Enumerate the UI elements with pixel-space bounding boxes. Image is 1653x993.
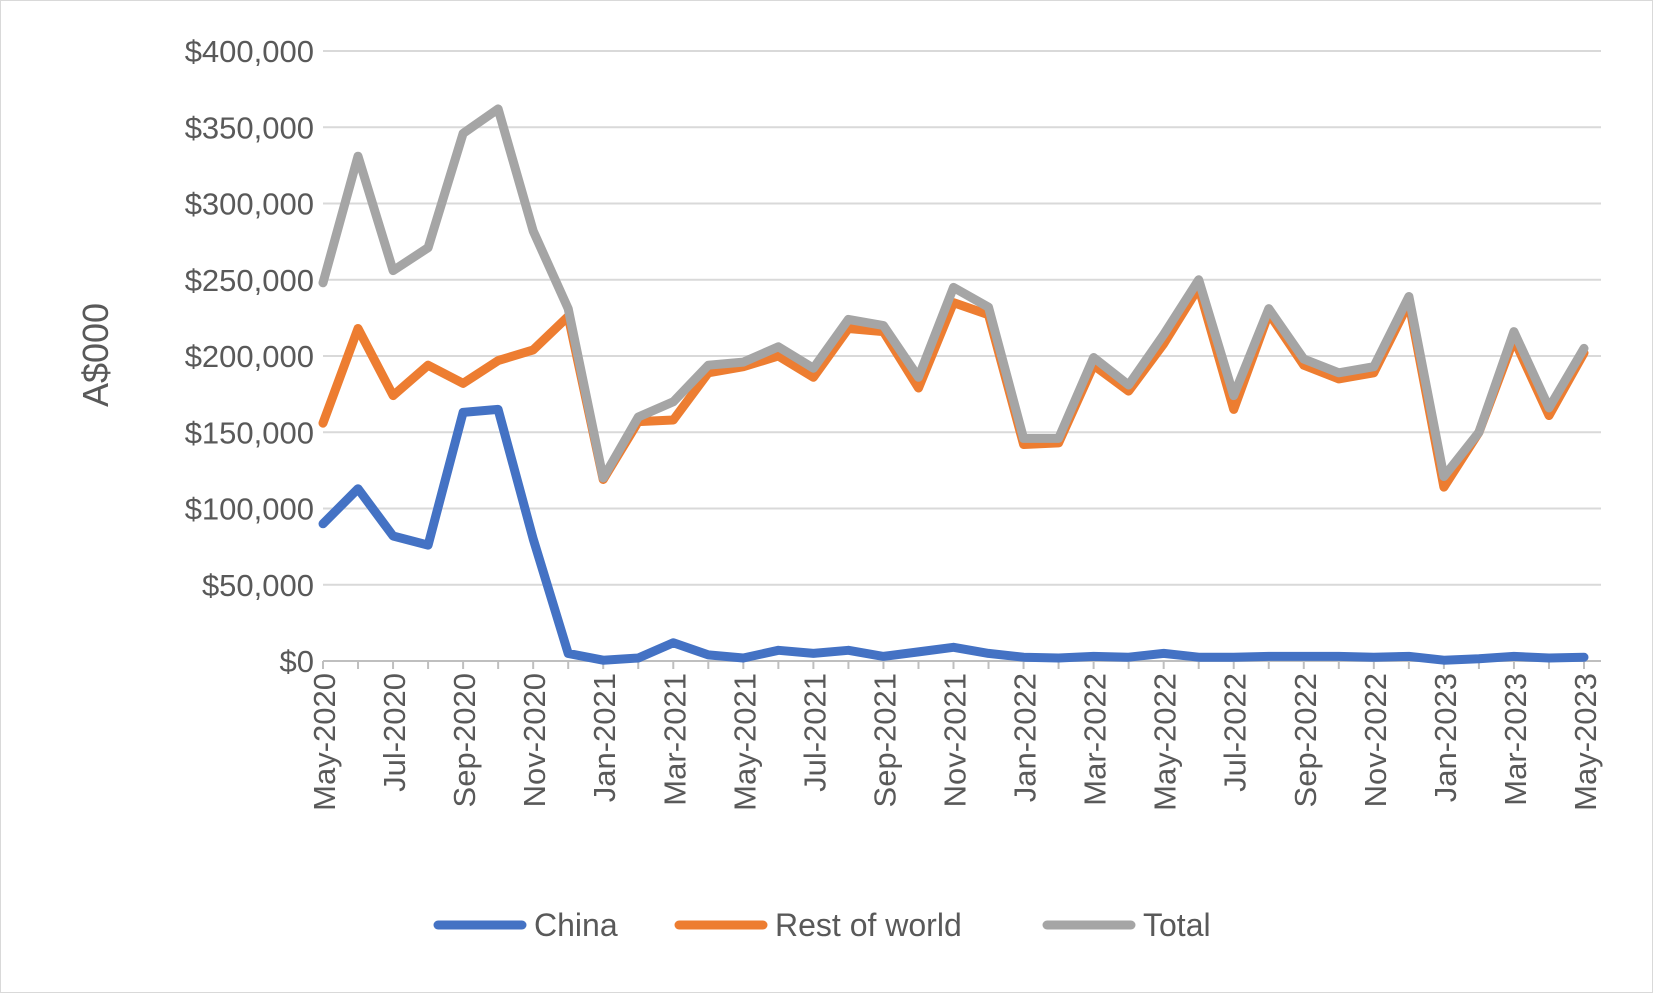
x-tick-label: May-2021	[727, 673, 762, 811]
x-tick-label: Jan-2023	[1428, 673, 1463, 802]
x-tick-label: Mar-2023	[1498, 673, 1533, 806]
y-tick-label: $250,000	[185, 263, 314, 298]
x-tick-label: Jul-2022	[1218, 673, 1253, 792]
y-tick-label: $100,000	[185, 492, 314, 527]
x-tick-label: Jul-2021	[797, 673, 832, 792]
x-tick-label: Mar-2021	[657, 673, 692, 806]
x-axis	[322, 660, 1601, 669]
x-tick-label: Jan-2022	[1008, 673, 1043, 802]
x-tick-label: Sep-2022	[1288, 673, 1323, 807]
x-axis-tick-labels: May-2020 Jul-2020 Sep-2020 Nov-2020 Jan-2021…	[307, 673, 1603, 811]
series-line-total	[318, 104, 1589, 483]
x-tick-label: Jul-2020	[377, 673, 412, 792]
x-tick-label: Nov-2021	[938, 673, 973, 807]
y-axis-tick-labels: $0 $50,000 $100,000 $150,000 $200,000 $250,00…	[185, 34, 314, 679]
legend-label-total: Total	[1143, 907, 1211, 943]
x-tick-label: Nov-2020	[517, 673, 552, 807]
legend-label-china: China	[534, 907, 618, 943]
series-line-china	[318, 404, 1589, 665]
x-tick-label: Nov-2022	[1358, 673, 1393, 807]
legend-label-rest-of-world: Rest of world	[775, 907, 962, 943]
y-tick-label: $300,000	[185, 187, 314, 222]
series-line-rest-of-world	[318, 282, 1589, 492]
x-tick-label: Sep-2020	[447, 673, 482, 807]
y-tick-label: $0	[280, 644, 314, 679]
x-tick-label: May-2022	[1148, 673, 1183, 811]
x-tick-label: Mar-2022	[1078, 673, 1113, 806]
x-tick-label: May-2023	[1568, 673, 1603, 811]
legend: China Rest of world Total	[433, 907, 1211, 943]
x-tick-label: Sep-2021	[867, 673, 902, 807]
series-lines	[318, 104, 1589, 665]
y-axis-title: A$000	[75, 303, 116, 407]
y-tick-label: $400,000	[185, 34, 314, 69]
y-tick-label: $50,000	[202, 568, 314, 603]
y-tick-label: $200,000	[185, 339, 314, 374]
y-tick-label: $350,000	[185, 110, 314, 145]
y-tick-label: $150,000	[185, 415, 314, 450]
x-tick-label: May-2020	[307, 673, 342, 811]
x-tick-label: Jan-2021	[587, 673, 622, 802]
